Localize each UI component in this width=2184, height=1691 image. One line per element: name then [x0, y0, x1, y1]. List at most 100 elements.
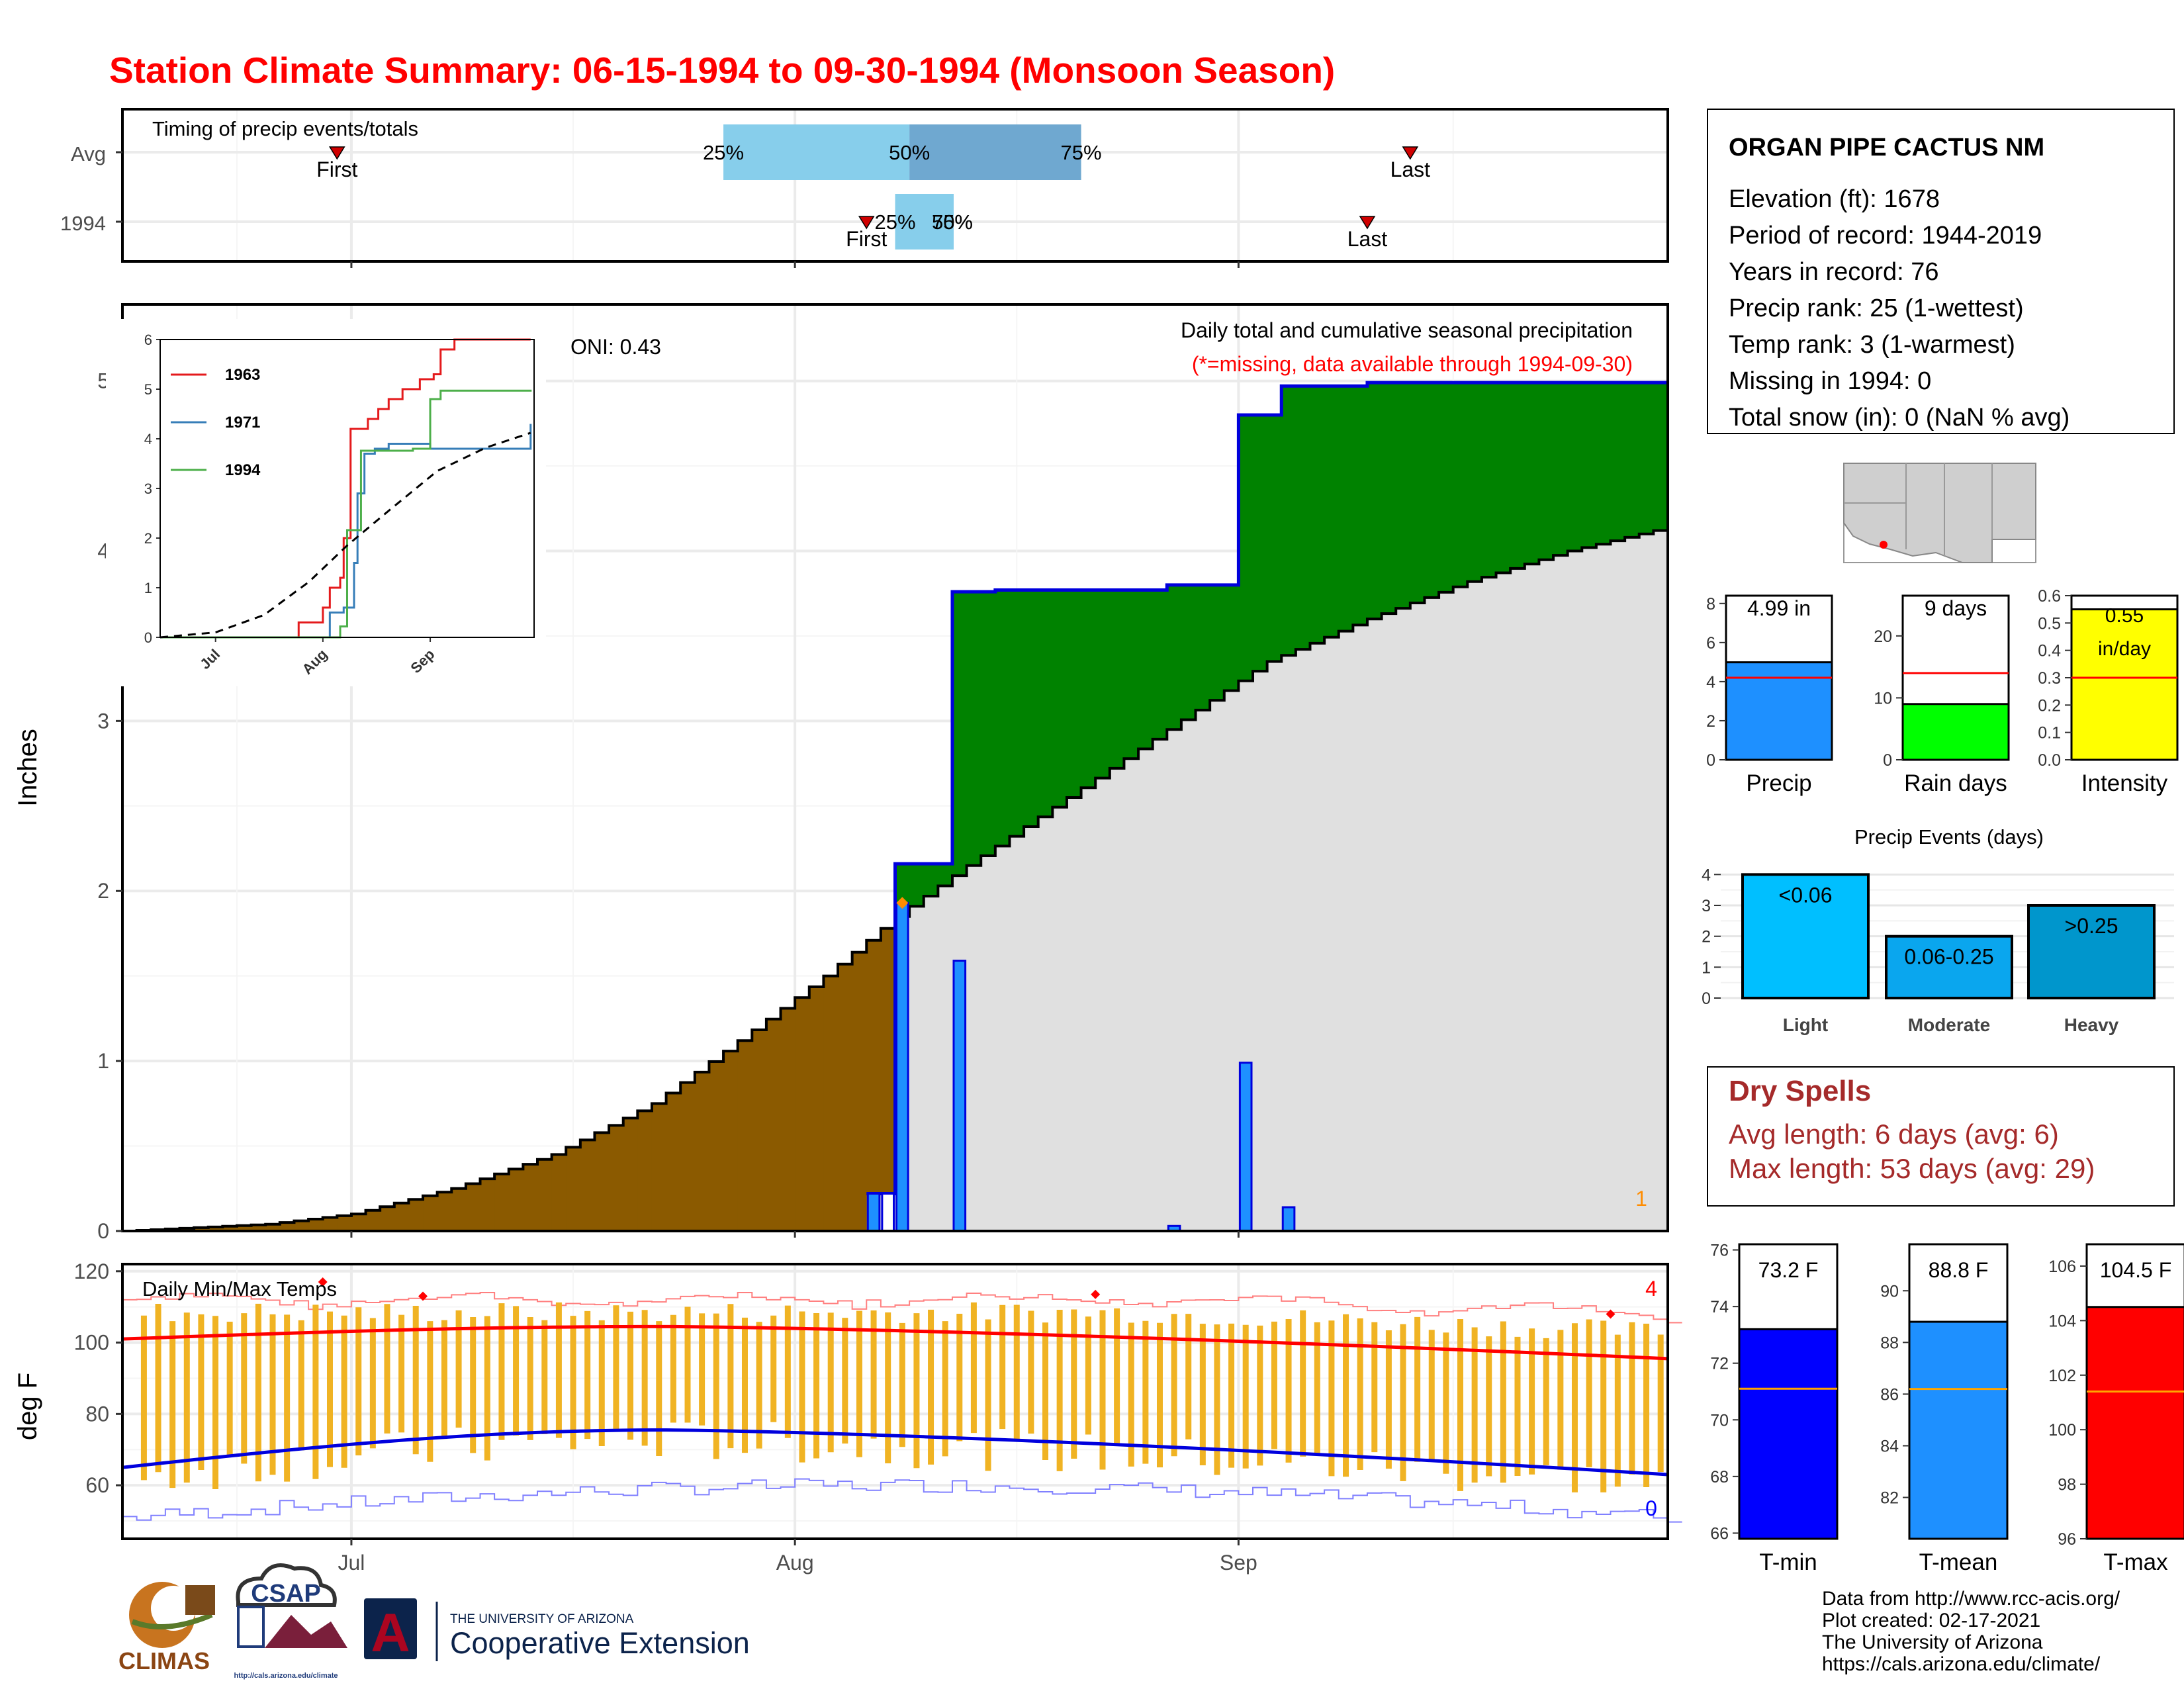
events-tick-label: 2 [1702, 928, 1711, 946]
deficit-area-day [866, 940, 882, 1194]
last-precip-label: Last [1390, 158, 1431, 181]
daily-precip-bar [895, 901, 909, 1232]
deficit-area-day [594, 1132, 610, 1231]
event-bar-label: 0.06-0.25 [1904, 945, 1993, 969]
record-low-line [122, 1478, 1682, 1523]
mini-bar-tick-label: 0.4 [2038, 642, 2061, 661]
temp-bar-tick-label: 88 [1880, 1334, 1899, 1352]
surplus-area-day [1195, 584, 1210, 710]
average-min-temp-line [122, 1428, 1668, 1477]
temp-bar-tick-label: 72 [1710, 1355, 1729, 1373]
daily-precip-bar [952, 960, 967, 1232]
surplus-area-day [1024, 590, 1039, 827]
record-high-marker [418, 1291, 428, 1301]
deficit-area-day [580, 1140, 596, 1231]
missing-count: 1 [1635, 1187, 1647, 1211]
ua-big-text: Cooperative Extension [450, 1626, 750, 1660]
y-tick-label: 2 [97, 879, 109, 903]
footer-credits: Data from http://www.rcc-acis.org/ Plot … [1822, 1588, 2120, 1675]
inset-series-1971 [160, 424, 532, 639]
surplus-area-day [1238, 414, 1253, 681]
mini-bar-name: Intensity [2081, 770, 2168, 796]
y-tick-label: 100 [74, 1331, 109, 1355]
surplus-area-day [1467, 383, 1482, 582]
surplus-area-day [1267, 414, 1282, 662]
deficit-area-day [265, 1224, 281, 1231]
y-tick-label: 80 [85, 1402, 109, 1426]
first-precip-label: First [846, 227, 887, 251]
surplus-area-day [1381, 383, 1396, 614]
csap-url: http://cals.arizona.edu/climate [234, 1672, 338, 1680]
surplus-area-day [1524, 383, 1540, 565]
pct-25-label: 25% [703, 141, 744, 164]
deficit-area-day [465, 1183, 481, 1231]
credit-plot-date: Plot created: 02-17-2021 [1822, 1610, 2040, 1631]
daily-precip-bar [1281, 1206, 1296, 1232]
events-tick-label: 0 [1702, 989, 1711, 1008]
surplus-area-day [1439, 383, 1454, 592]
temp-bar-tick-label: 104 [2048, 1312, 2076, 1330]
first-precip-label: First [316, 158, 357, 181]
surplus-area-day [923, 864, 938, 896]
surplus-area-day [1095, 590, 1111, 778]
surplus-area-day [1224, 584, 1239, 691]
mini-bar-value-label: 4.99 in [1747, 596, 1811, 620]
dry-spells-avg: Avg length: 6 days (avg: 6) [1729, 1119, 2059, 1150]
dry-spells-max: Max length: 53 days (avg: 29) [1729, 1153, 2095, 1184]
max-day-marker [896, 897, 909, 909]
deficit-area-day [838, 964, 853, 1231]
temps-label: Daily Min/Max Temps [142, 1277, 337, 1301]
surplus-area-day [1596, 383, 1612, 545]
temp-bar-tick-label: 76 [1710, 1242, 1729, 1260]
deficit-area-day [251, 1224, 266, 1231]
locator-map [1843, 463, 2036, 563]
temp-bar-name: T-mean [1919, 1549, 1998, 1575]
inset-y-tick-label: 4 [144, 431, 152, 447]
station-box: ORGAN PIPE CACTUS NM Elevation (ft): 167… [1707, 109, 2175, 434]
temp-bar-tick-label: 66 [1710, 1524, 1729, 1543]
deficit-area-day [451, 1188, 467, 1231]
surplus-area-day [952, 592, 968, 876]
surplus-area-day [1367, 383, 1383, 619]
mini-bar-tick-label: 0.3 [2038, 669, 2061, 688]
first-precip-marker [858, 216, 875, 230]
deficit-area-day [880, 928, 896, 1194]
surplus-area-day [1281, 386, 1297, 656]
temp-bar-tick-label: 84 [1880, 1437, 1899, 1455]
deficit-area-day [322, 1217, 338, 1231]
station-location-dot [1880, 541, 1888, 549]
daily-precip-bar-trace [881, 1192, 895, 1232]
temp-bar-tick-label: 82 [1880, 1489, 1899, 1508]
credit-data: Data from http://www.rcc-acis.org/ [1822, 1588, 2120, 1610]
surplus-area-day [1167, 584, 1182, 730]
events-tick-label: 4 [1702, 866, 1711, 884]
timing-row-1994: 1994 [60, 212, 106, 235]
timing-box-50-75 [909, 124, 1081, 180]
inset-legend-label: 1994 [225, 461, 261, 479]
page-title: Station Climate Summary: 06-15-1994 to 0… [109, 50, 1335, 91]
temps-panel: Daily Min/Max Temps deg F 4 0 60 80 100 120… [13, 1259, 1682, 1575]
pct-75-label: 75% [932, 210, 973, 234]
surplus-area-day [1338, 386, 1353, 631]
pct-75-label: 75% [1061, 141, 1102, 164]
event-bar [1885, 935, 2013, 999]
mini-bar-value [1901, 703, 2010, 761]
deficit-area-day [179, 1228, 195, 1231]
inset-average-line [159, 432, 531, 639]
surplus-area-day [1481, 383, 1497, 578]
deficit-area-day [723, 1051, 739, 1231]
y-tick-label: 1 [97, 1049, 109, 1073]
deficit-area-day [680, 1082, 696, 1231]
temps-y-label: deg F [13, 1373, 42, 1440]
station-snow: Total snow (in): 0 (NaN % avg) [1729, 404, 2070, 432]
ua-letter: A [371, 1603, 410, 1663]
ua-small-text: THE UNIVERSITY OF ARIZONA [450, 1612, 634, 1626]
station-name: ORGAN PIPE CACTUS NM [1729, 134, 2044, 161]
station-elevation: Elevation (ft): 1678 [1729, 185, 1940, 213]
event-bar-label: >0.25 [2065, 914, 2118, 938]
surplus-area-day [1181, 584, 1197, 720]
mini-bar-value-unit: in/day [2098, 638, 2151, 660]
mini-bar-name: Rain days [1904, 770, 2007, 796]
temp-bar-tick-label: 106 [2048, 1257, 2076, 1276]
